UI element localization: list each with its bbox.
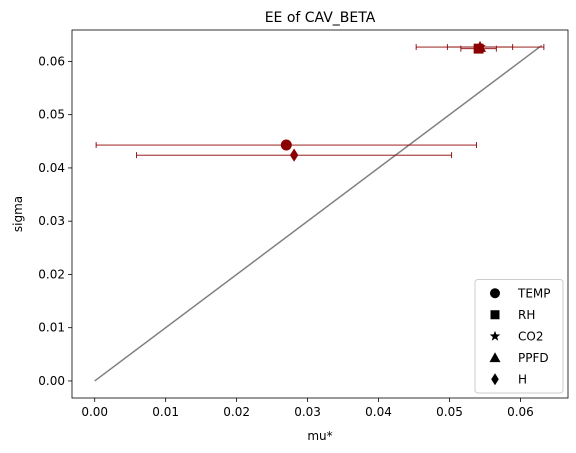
axes-frame bbox=[71, 29, 569, 399]
y-tick-label-3: 0.03 bbox=[38, 214, 65, 228]
chart-title: EE of CAV_BETA bbox=[265, 10, 376, 26]
legend-marker-co2 bbox=[489, 330, 501, 341]
legend-marker-ppfd bbox=[489, 352, 501, 363]
y-tick-label-0: 0.00 bbox=[38, 374, 65, 388]
x-tick-label-2: 0.02 bbox=[223, 405, 250, 419]
x-tick-label-3: 0.03 bbox=[294, 405, 321, 419]
x-tick-label-1: 0.01 bbox=[152, 405, 179, 419]
legend-marker-rh bbox=[490, 310, 500, 320]
y-tick-label-2: 0.02 bbox=[38, 267, 65, 281]
data-point-ppfd bbox=[473, 40, 487, 52]
legend-marker-temp bbox=[490, 288, 500, 299]
x-tick-label-4: 0.04 bbox=[365, 405, 392, 419]
x-tick-label-6: 0.06 bbox=[507, 405, 534, 419]
plot-area: 0.00 0.01 0.02 0.03 0.04 0.05 0.06 0.00 0.01 0.02… bbox=[38, 29, 569, 419]
y-tick-label-6: 0.06 bbox=[38, 54, 65, 68]
legend-marker-h bbox=[491, 373, 499, 386]
y-tick-label-4: 0.04 bbox=[38, 161, 65, 175]
legend-label-co2: CO2 bbox=[518, 329, 543, 343]
data-point-h bbox=[289, 148, 299, 162]
reference-line bbox=[94, 44, 543, 382]
data-point-temp bbox=[280, 139, 292, 151]
legend-label-ppfd: PPFD bbox=[518, 351, 549, 365]
y-tick-label-5: 0.05 bbox=[38, 108, 65, 122]
legend-label-rh: RH bbox=[518, 308, 535, 322]
x-tick-label-5: 0.05 bbox=[436, 405, 463, 419]
legend-label-h: H bbox=[518, 372, 527, 386]
legend-box bbox=[474, 279, 564, 394]
legend: TEMP RH CO2 PPFD H bbox=[474, 279, 564, 394]
x-tick-label-0: 0.00 bbox=[81, 405, 108, 419]
y-axis-label: sigma bbox=[11, 196, 25, 232]
legend-label-temp: TEMP bbox=[517, 286, 551, 300]
y-tick-label-1: 0.01 bbox=[38, 321, 65, 335]
x-axis-label: mu* bbox=[307, 429, 332, 443]
